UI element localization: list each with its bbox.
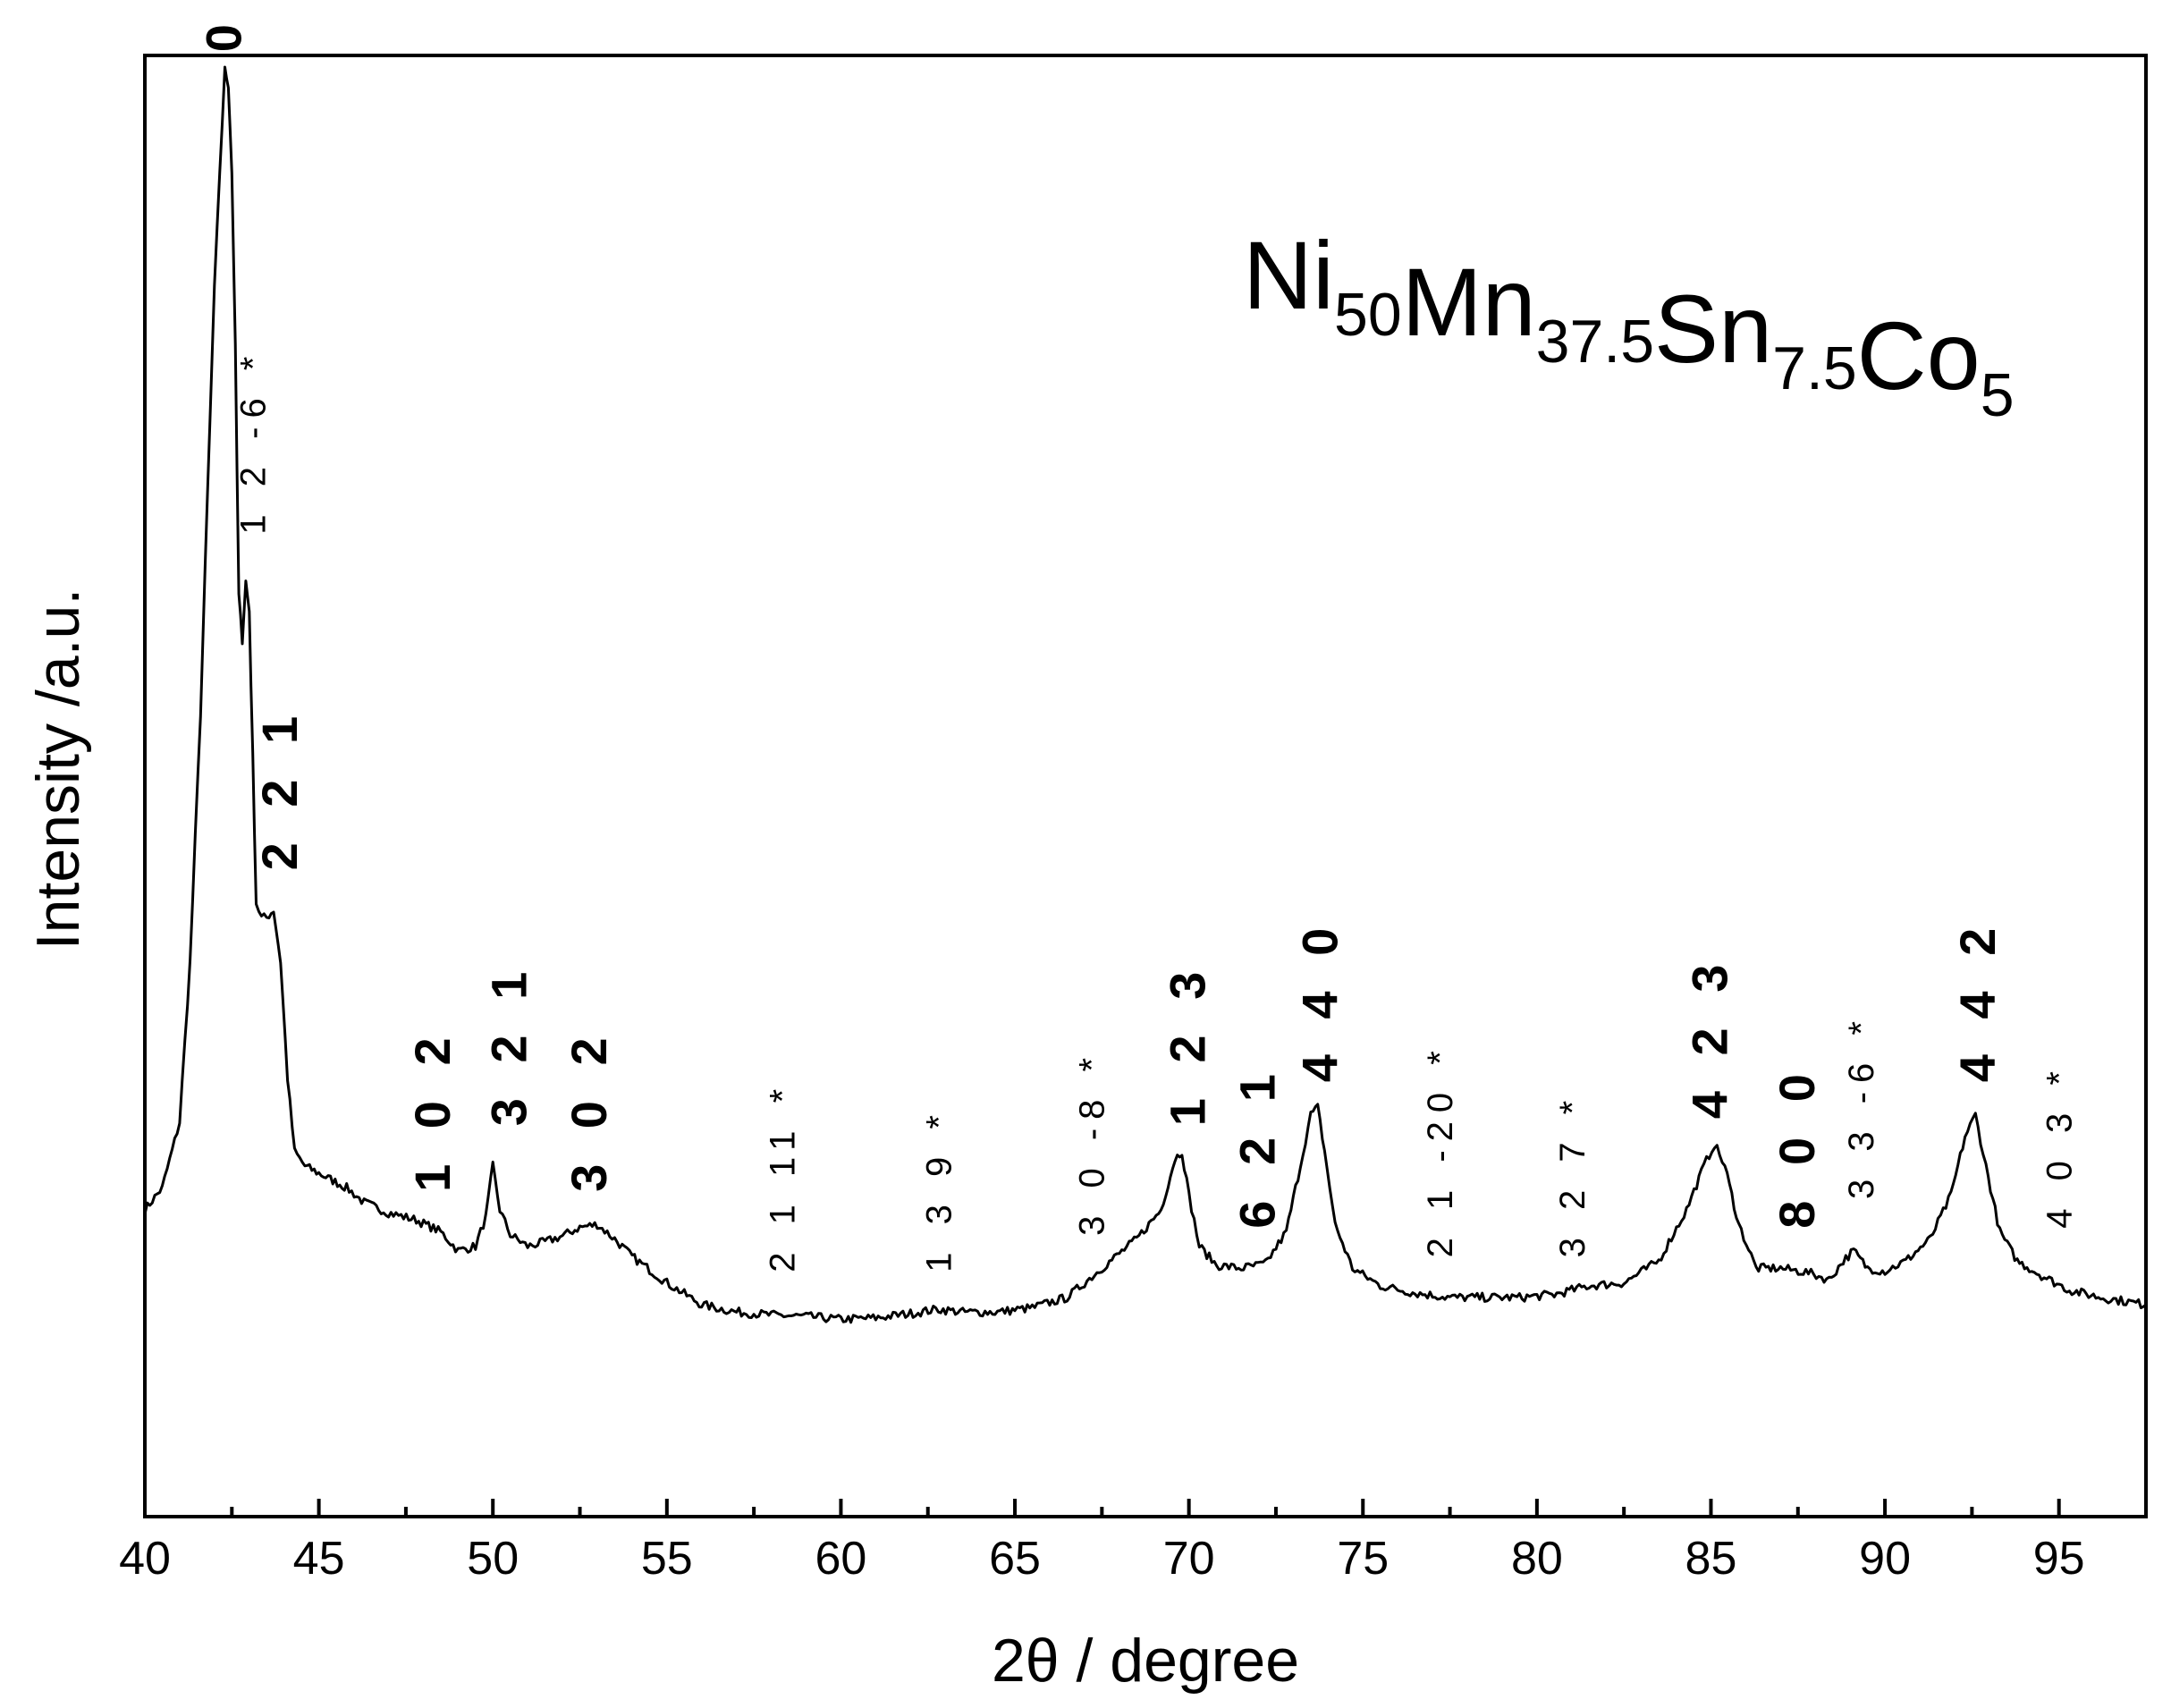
- x-tick-label: 70: [1163, 1533, 1215, 1585]
- peak-label: 4 4 2: [1949, 917, 2006, 1083]
- peak-label: 3 2 1: [481, 961, 537, 1127]
- formula-subscript: 7.5: [1772, 334, 1857, 402]
- peak-label: 1 3 9 *: [919, 1106, 959, 1273]
- peak-label: 1 2 3: [1160, 961, 1216, 1127]
- peak-label: 2 1 -20 *: [1421, 1042, 1460, 1257]
- x-tick-label: 80: [1511, 1533, 1563, 1585]
- peak-label: 1 2 -6 *: [234, 348, 274, 535]
- peak-label: 3 2 7 *: [1553, 1092, 1592, 1258]
- x-tick-label: 45: [293, 1533, 345, 1585]
- formula-element: Co: [1857, 301, 1981, 410]
- compound-formula: Ni50Mn37.5Sn7.5Co5: [1243, 221, 2015, 429]
- peak-label: 2 2 1: [251, 706, 308, 871]
- x-axis-ticks: [143, 1499, 2061, 1517]
- peak-label: 4 4 0: [1292, 917, 1348, 1083]
- x-tick-label: 65: [989, 1533, 1041, 1585]
- formula-element: Ni: [1243, 221, 1334, 329]
- peak-label: 3 0 -8 *: [1073, 1049, 1112, 1236]
- peak-label: 3 3 -6 *: [1842, 1012, 1881, 1199]
- x-axis-tick-labels: 40 45 50 55 60 65 70 75 80 85 90 95: [119, 1533, 2085, 1585]
- y-axis-label: Intensity /a.u.: [24, 588, 92, 950]
- formula-element: Mn: [1402, 248, 1536, 356]
- formula-subscript: 50: [1334, 281, 1402, 349]
- peak-label: 8 0 0: [1769, 1063, 1825, 1229]
- x-tick-label: 40: [119, 1533, 171, 1585]
- peak-label: 4 0 3 *: [2040, 1062, 2080, 1229]
- x-tick-label: 60: [815, 1533, 867, 1585]
- formula-element: Sn: [1654, 275, 1772, 383]
- peak-label: 4 2 3: [1682, 954, 1738, 1120]
- peak-label: 0 1 2: [196, 0, 252, 52]
- x-axis-label: 2θ / degree: [992, 1627, 1299, 1695]
- x-tick-label: 55: [641, 1533, 693, 1585]
- peak-label: 6 2 1: [1229, 1063, 1286, 1229]
- formula-subscript: 5: [1981, 361, 2015, 429]
- peak-labels: 0 1 2 1 2 -6 * 2 2 1 1 0 2 3 2 1 3 0 2 2 1 11 …: [196, 0, 2080, 1273]
- x-tick-label: 95: [2033, 1533, 2085, 1585]
- formula-subscript: 37.5: [1536, 308, 1654, 376]
- x-tick-label: 50: [467, 1533, 519, 1585]
- x-tick-label: 85: [1685, 1533, 1737, 1585]
- diffraction-pattern-line: [143, 65, 2147, 1324]
- peak-label: 2 1 11 *: [763, 1080, 802, 1273]
- x-tick-label: 75: [1337, 1533, 1389, 1585]
- plot-frame: [143, 54, 2148, 1518]
- peak-label: 3 0 2: [561, 1027, 617, 1192]
- peak-label: 1 0 2: [404, 1027, 460, 1192]
- x-tick-label: 90: [1859, 1533, 1911, 1585]
